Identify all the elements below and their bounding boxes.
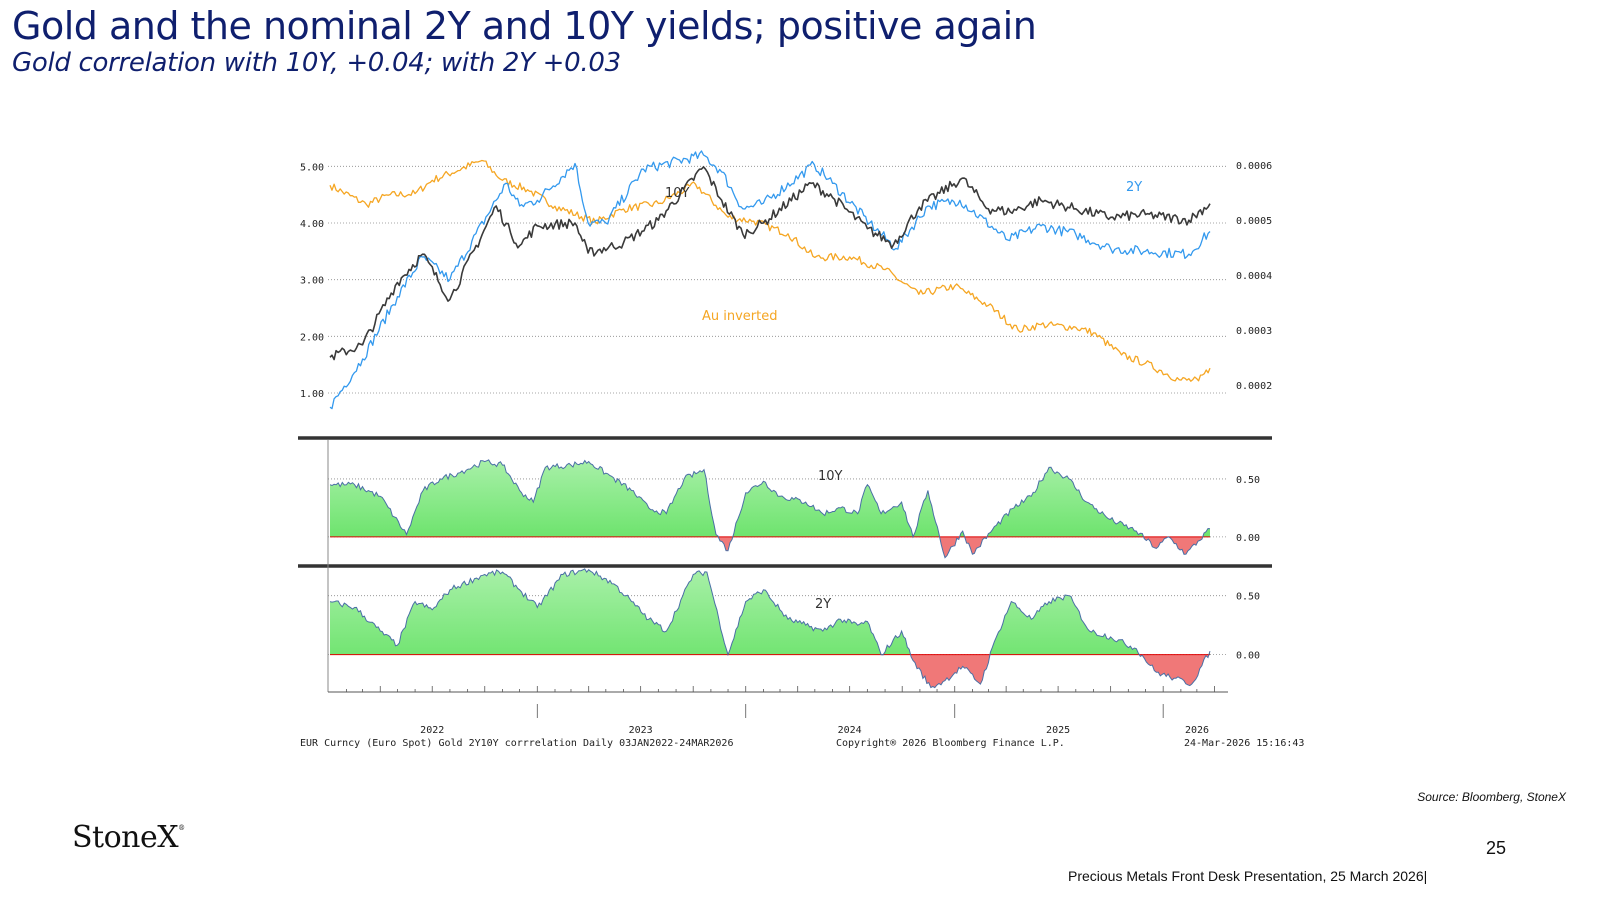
right-axis-tick: 0.0006 bbox=[1236, 161, 1272, 172]
chart-footer-timestamp: 24-Mar-2026 15:16:43 bbox=[1184, 738, 1304, 749]
left-axis-tick: 4.00 bbox=[300, 219, 324, 230]
top-panel: 1.00 2.00 3.00 4.00 5.00 0.0002 0.0003 0.0004 0.… bbox=[300, 150, 1272, 410]
series-line-10y bbox=[329, 166, 1211, 361]
right-axis-tick: 0.0004 bbox=[1236, 271, 1272, 282]
correlation-2y-panel: 0.00 0.50 2Y bbox=[328, 568, 1260, 689]
time-axis: 2022 2023 2024 2025 2026 bbox=[298, 436, 1272, 736]
logo-text: StoneX bbox=[72, 820, 179, 855]
year-label: 2026 bbox=[1185, 725, 1209, 736]
series-label: Au inverted bbox=[702, 309, 778, 324]
footer-text: Precious Metals Front Desk Presentation,… bbox=[1068, 868, 1428, 884]
year-label: 2023 bbox=[629, 725, 653, 736]
year-label: 2024 bbox=[838, 725, 862, 736]
left-axis-tick: 2.00 bbox=[300, 332, 324, 343]
year-label: 2022 bbox=[420, 725, 444, 736]
correlation-line bbox=[329, 459, 1211, 559]
right-axis-tick: 0.0003 bbox=[1236, 326, 1272, 337]
corr-axis-tick: 0.50 bbox=[1236, 592, 1260, 603]
stonex-logo: StoneX® bbox=[72, 820, 185, 855]
slide-subtitle: Gold correlation with 10Y, +0.04; with 2… bbox=[12, 48, 621, 78]
negative-correlation-area bbox=[718, 536, 1203, 558]
left-axis-tick: 5.00 bbox=[300, 162, 324, 173]
series-label: 2Y bbox=[1126, 180, 1142, 195]
series-line-2y bbox=[329, 150, 1211, 410]
year-label: 2025 bbox=[1046, 725, 1070, 736]
source-note: Source: Bloomberg, StoneX bbox=[1417, 790, 1566, 804]
chart-footer-copyright: Copyright® 2026 Bloomberg Finance L.P. bbox=[836, 738, 1065, 749]
left-axis-tick: 3.00 bbox=[300, 276, 324, 287]
corr-axis-tick: 0.50 bbox=[1236, 475, 1260, 486]
positive-correlation-area bbox=[330, 568, 1210, 655]
slide-title: Gold and the nominal 2Y and 10Y yields; … bbox=[12, 4, 1037, 48]
logo-mark: ® bbox=[178, 824, 185, 832]
series-line-au-inverted bbox=[329, 159, 1211, 382]
correlation-line bbox=[329, 568, 1211, 689]
page-number: 25 bbox=[1486, 838, 1507, 858]
negative-correlation-area bbox=[881, 654, 1209, 688]
chart-footer-left: EUR Curncy (Euro Spot) Gold 2Y10Y corrre… bbox=[300, 738, 733, 749]
correlation-label: 2Y bbox=[815, 597, 831, 612]
right-axis-tick: 0.0005 bbox=[1236, 216, 1272, 227]
left-axis-tick: 1.00 bbox=[300, 389, 324, 400]
correlation-label: 10Y bbox=[818, 469, 843, 484]
corr-axis-tick: 0.00 bbox=[1236, 533, 1260, 544]
corr-axis-tick: 0.00 bbox=[1236, 651, 1260, 662]
series-label: 10Y bbox=[665, 186, 690, 201]
positive-correlation-area bbox=[330, 459, 1210, 537]
right-axis-tick: 0.0002 bbox=[1236, 381, 1272, 392]
correlation-10y-panel: 0.00 0.50 10Y bbox=[328, 459, 1260, 559]
